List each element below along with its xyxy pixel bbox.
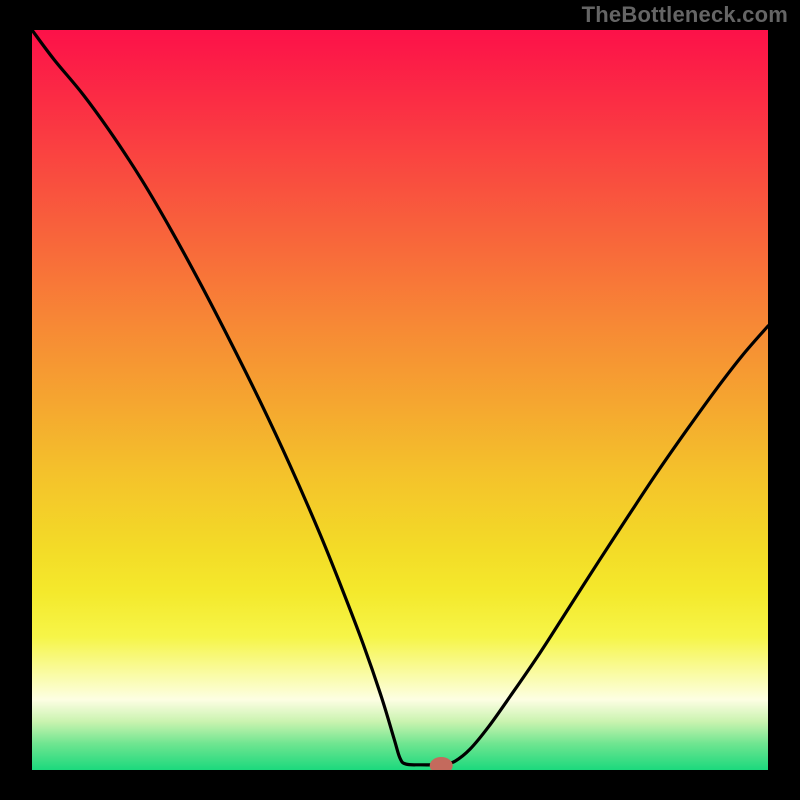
- chart-frame: TheBottleneck.com: [0, 0, 800, 800]
- bottleneck-chart: [0, 0, 800, 800]
- min-marker: [430, 758, 452, 774]
- attribution-label: TheBottleneck.com: [582, 2, 788, 28]
- plot-background: [32, 30, 768, 770]
